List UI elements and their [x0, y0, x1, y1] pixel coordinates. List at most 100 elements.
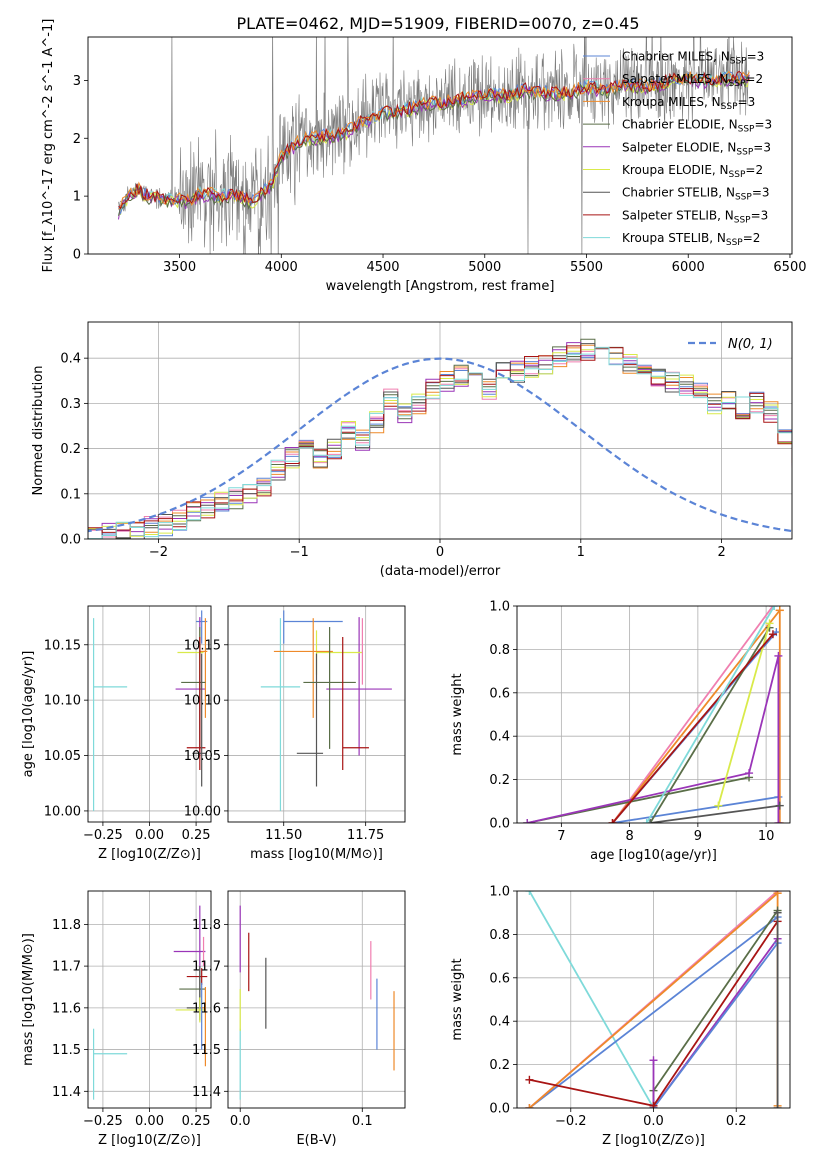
y-tick-label: 11.8 [192, 918, 221, 933]
y-tick-label: 0.0 [489, 817, 510, 832]
y-tick-label: 0.4 [60, 352, 81, 367]
normal-distribution-line [88, 357, 792, 533]
histogram-step-line [88, 338, 792, 539]
y-tick-label: 10.10 [44, 694, 81, 709]
model-spectrum-line [118, 70, 750, 210]
axes-frame [87, 605, 212, 823]
weight-series-line [645, 606, 776, 823]
chart-weight_vs_Z: −0.2 0.0 0.2 0.0 0.2 0.4 0.6 0.8 1.0 Z [log10(Z/Z… [450, 885, 791, 1148]
x-tick-label: 0.2 [726, 1114, 747, 1129]
histogram-step-line [88, 343, 792, 539]
chart-age_vs_Z: −0.25 0.00 0.25 10.00 10.05 10.10 10.15 Z [log1… [21, 605, 212, 862]
y-tick-label: 11.7 [192, 960, 221, 975]
x-tick-label: 0.00 [135, 828, 164, 843]
axes-frame [516, 605, 791, 824]
errorbar-point [92, 618, 128, 811]
plot-area [88, 322, 792, 539]
y-tick-label: 10.15 [184, 638, 221, 653]
y-tick-label: 0 [73, 248, 81, 263]
y-tick-label: 11.5 [52, 1043, 81, 1058]
y-tick-label: 11.6 [192, 1001, 221, 1016]
legend-entry-label: Kroupa STELIB, NSSP=2 [622, 231, 760, 248]
y-tick-label: 0.2 [489, 1058, 510, 1073]
x-tick-label: 4500 [366, 260, 399, 275]
errorbar-point [199, 618, 208, 718]
weight-series-line [611, 609, 781, 823]
histogram-step-line [88, 348, 792, 539]
legend-entry-label: Chabrier MILES, NSSP=3 [622, 50, 764, 67]
y-tick-label: 10.00 [184, 804, 221, 819]
x-axis-label: age [log10(age/yr)] [590, 848, 717, 863]
y-tick-label: 10.05 [184, 749, 221, 764]
histogram-step-line [88, 345, 792, 533]
y-tick-label: 3 [73, 74, 81, 89]
y-axis-label: Flux [f_λ10^-17 erg cm^-2 s^-1 A^-1] [41, 19, 56, 273]
errorbar-point [273, 618, 333, 718]
plot-area [88, 891, 211, 1108]
x-tick-label: −0.25 [83, 828, 123, 843]
weight-series-line [652, 942, 779, 1108]
y-tick-label: 0.0 [60, 533, 81, 548]
errorbar-point [175, 997, 206, 1023]
figure-title: PLATE=0462, MJD=51909, FIBERID=0070, z=0… [236, 14, 639, 33]
x-tick-label: 9 [694, 829, 702, 844]
x-tick-label: 0.25 [182, 1114, 211, 1129]
axes-frame [227, 890, 406, 1109]
legend-entry-label: Chabrier STELIB, NSSP=3 [622, 186, 770, 203]
weight-series-line [649, 804, 780, 823]
axes-frame [87, 890, 212, 1109]
chart-mass_vs_EBV: 0.0 0.1 11.4 11.5 11.6 11.7 11.8 E(B-V) [192, 890, 406, 1148]
y-tick-label: 10.10 [184, 694, 221, 709]
legend-entry-label: Salpeter MILES, NSSP=2 [622, 72, 763, 89]
weight-series-line [528, 916, 779, 1108]
chart-residuals: −2 −1 0 1 2 0.0 0.1 0.2 0.3 0.4 (data-model)/error… [31, 321, 793, 579]
y-axis-label: Normed distribution [31, 366, 46, 496]
x-tick-label: 6000 [672, 260, 705, 275]
y-tick-label: 0.3 [60, 397, 81, 412]
chart-spectrum: 3500 4000 4500 5000 5500 6000 6500 0 1 2 3 waveleng… [41, 19, 807, 294]
weight-series-line [612, 796, 779, 823]
weight-series-line [717, 623, 771, 806]
x-tick-label: 0.0 [643, 1114, 664, 1129]
y-tick-label: 0.8 [489, 928, 510, 943]
x-tick-label: 8 [625, 829, 633, 844]
y-tick-label: 1 [73, 190, 81, 205]
y-tick-label: 11.4 [52, 1085, 81, 1100]
axes-frame [516, 890, 791, 1109]
x-tick-label: 4000 [265, 260, 298, 275]
legend-entry-label: N(0, 1) [728, 337, 773, 352]
errorbar-point [186, 637, 206, 770]
legend-entry-label: Chabrier ELODIE, NSSP=3 [622, 118, 772, 135]
y-axis-label: mass [log10(M/M⊙)] [21, 933, 36, 1066]
plot-area [517, 606, 790, 823]
y-tick-label: 2 [73, 132, 81, 147]
x-axis-label: E(B-V) [296, 1133, 336, 1148]
y-tick-label: 0.4 [489, 1015, 510, 1030]
x-tick-label: 11.50 [265, 828, 302, 843]
x-tick-label: 0.00 [135, 1114, 164, 1129]
model-spectrum-line [118, 70, 750, 210]
x-axis-label: Z [log10(Z/Z⊙)] [98, 847, 201, 862]
errorbar-point [315, 630, 363, 675]
legend-entry-label: Salpeter STELIB, NSSP=3 [622, 208, 768, 225]
weight-series-line [611, 633, 774, 823]
y-tick-label: 10.00 [44, 804, 81, 819]
x-tick-label: 2 [717, 545, 725, 560]
x-tick-label: 0 [436, 545, 444, 560]
x-axis-label: mass [log10(M/M⊙)] [250, 847, 383, 862]
errorbar-point [342, 637, 369, 770]
errorbar-point [296, 653, 324, 787]
y-tick-label: 11.7 [52, 960, 81, 975]
axes-frame [87, 321, 793, 540]
y-tick-label: 11.6 [52, 1001, 81, 1016]
errorbar-point [173, 905, 206, 973]
y-tick-label: 11.5 [192, 1043, 221, 1058]
axes-frame [227, 605, 406, 823]
plot-area [517, 891, 790, 1108]
y-tick-label: 11.8 [52, 918, 81, 933]
x-tick-label: 10 [758, 829, 775, 844]
plot-area [228, 891, 405, 1108]
x-tick-label: 5500 [570, 260, 603, 275]
histogram-step-line [88, 342, 792, 539]
